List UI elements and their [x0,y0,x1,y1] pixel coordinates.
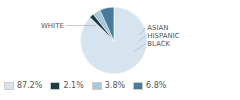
html-text:87.2%: 87.2% [17,81,43,90]
svg-text:WHITE: WHITE [41,22,64,30]
svg-text:HISPANIC: HISPANIC [147,32,180,40]
html-text:2.1%: 2.1% [63,81,84,90]
html-text:3.8%: 3.8% [104,81,126,90]
svg-text:ASIAN: ASIAN [147,24,168,32]
html-text:6.8%: 6.8% [146,81,167,90]
svg-text:BLACK: BLACK [147,40,170,48]
